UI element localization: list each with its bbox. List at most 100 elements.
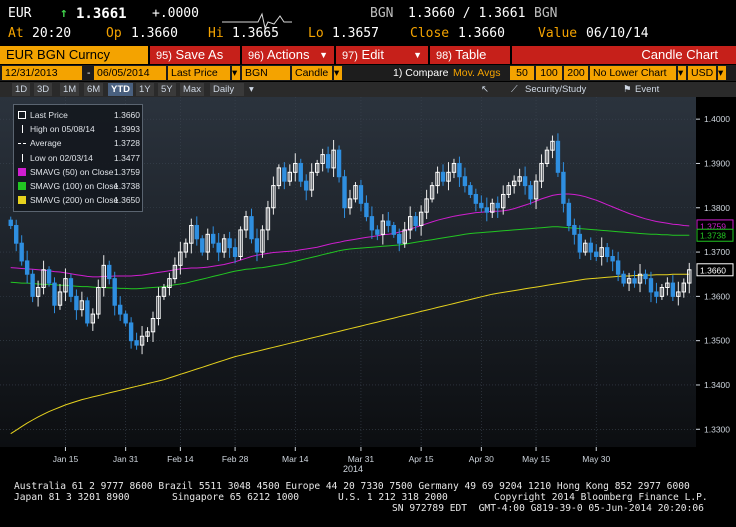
chevron-down-icon[interactable]: ▾ xyxy=(232,66,240,80)
candle-body xyxy=(670,282,676,297)
compare-button[interactable]: 1) Compare xyxy=(393,67,449,79)
legend-value: 1.3993 xyxy=(114,124,140,135)
tab-1y[interactable]: 1Y xyxy=(136,83,154,96)
actions-menu[interactable]: 96) Actions ▼ xyxy=(242,46,334,64)
legend-item[interactable]: SMAVG (50) on Close 1.3759 xyxy=(18,166,140,178)
candle-body xyxy=(462,176,468,187)
close-label: Close xyxy=(410,26,450,41)
candle-body xyxy=(440,171,446,182)
currency-code: EUR xyxy=(8,6,32,21)
legend-value: 1.3650 xyxy=(114,195,140,206)
candle-body xyxy=(550,140,555,151)
legend-item[interactable]: SMAVG (200) on Close 1.3650 xyxy=(18,194,140,206)
ma-100-field[interactable]: 100 xyxy=(536,66,562,80)
end-date-field[interactable]: 06/05/2014 xyxy=(94,66,166,80)
candle-body xyxy=(134,340,139,346)
candle-body xyxy=(46,269,52,284)
candle-body xyxy=(123,313,128,324)
candle-body xyxy=(665,282,670,289)
legend-swatch-icon xyxy=(18,167,26,176)
candle-body xyxy=(407,216,413,231)
candle-chart[interactable]: 1.4000 1.3900 1.3800 1.3700 1.3600 1.3500 1.34… xyxy=(0,97,736,480)
sma-200-line xyxy=(10,273,690,435)
chart-legend[interactable]: Last Price 1.3660 High on 05/08/14 1.3993 Av… xyxy=(13,104,143,212)
range-tabs: 1D 3D 1M 6M YTD 1Y 5Y Max Daily ▾ ↖ ⟋ Se… xyxy=(0,82,736,97)
chevron-down-icon[interactable]: ▾ xyxy=(678,66,686,80)
candle-body xyxy=(676,291,681,297)
candle-body xyxy=(227,238,232,249)
x-tick-label: Mar 31 xyxy=(348,454,375,464)
candle-body xyxy=(621,273,626,284)
high-label: Hi xyxy=(208,26,224,41)
tab-5y[interactable]: 5Y xyxy=(158,83,176,96)
candle-body xyxy=(216,242,221,253)
ma-50-field[interactable]: 50 xyxy=(510,66,534,80)
sma-100-badge-value: 1.3738 xyxy=(700,231,726,241)
lower-chart-select[interactable]: No Lower Chart xyxy=(590,66,676,80)
save-as-button[interactable]: 95) Save As xyxy=(150,46,240,64)
chart-style-select[interactable]: Candle xyxy=(292,66,332,80)
back-arrow-icon[interactable]: ↖ xyxy=(481,84,489,95)
tab-ytd[interactable]: YTD xyxy=(108,83,133,96)
legend-label: Low on 02/03/14 xyxy=(30,152,93,163)
candle-body xyxy=(347,198,353,209)
legend-item[interactable]: Low on 02/03/14 1.3477 xyxy=(18,152,140,164)
tab-3d[interactable]: 3D xyxy=(34,83,53,96)
candle-body xyxy=(544,149,550,164)
y-tick-label: 1.3900 xyxy=(704,158,730,168)
candle-body xyxy=(648,278,654,293)
sma-50-line xyxy=(10,193,690,278)
candle-body xyxy=(63,278,68,293)
candle-body xyxy=(353,185,358,200)
candle-body xyxy=(457,162,462,178)
legend-label: SMAVG (50) on Close xyxy=(30,166,114,177)
x-tick-label: Jan 31 xyxy=(113,454,139,464)
candle-body xyxy=(112,278,117,306)
currency-select[interactable]: USD xyxy=(688,66,716,80)
chevron-down-icon[interactable]: ▾ xyxy=(249,84,254,95)
start-date-field[interactable]: 12/31/2013 xyxy=(2,66,82,80)
actions-label: Actions xyxy=(266,47,310,62)
ma-200-field[interactable]: 200 xyxy=(564,66,588,80)
currency-quote-field[interactable]: BGN xyxy=(242,66,290,80)
chevron-down-icon[interactable]: ▾ xyxy=(718,66,726,80)
chevron-down-icon: ▼ xyxy=(413,50,422,60)
tab-1m[interactable]: 1M xyxy=(60,83,80,96)
candle-body xyxy=(484,207,489,213)
candle-body xyxy=(156,295,161,320)
line-study-icon[interactable]: ⟋ xyxy=(511,84,518,95)
table-button[interactable]: 98) Table xyxy=(430,46,510,64)
chevron-down-icon: ▼ xyxy=(319,50,328,60)
candle-body xyxy=(572,224,577,235)
edit-menu[interactable]: 97) Edit ▼ xyxy=(336,46,428,64)
legend-value: 1.3477 xyxy=(114,152,140,163)
tab-1d[interactable]: 1D xyxy=(12,83,31,96)
security-study-button[interactable]: Security/Study xyxy=(525,84,587,95)
candle-body xyxy=(117,304,123,315)
candle-body xyxy=(577,233,583,253)
open-label: Op xyxy=(106,26,122,41)
tab-max[interactable]: Max xyxy=(180,83,204,96)
candle-body xyxy=(139,335,145,346)
legend-item[interactable]: Last Price 1.3660 xyxy=(18,109,140,121)
tab-6m[interactable]: 6M xyxy=(84,83,104,96)
candle-body xyxy=(566,202,572,226)
candle-body xyxy=(555,140,561,173)
x-tick-label: Jan 15 xyxy=(53,454,79,464)
candle-body xyxy=(473,193,479,204)
event-flag-icon[interactable]: ⚑ xyxy=(623,84,632,95)
event-button[interactable]: Event xyxy=(635,84,660,95)
candle-body xyxy=(490,202,495,213)
candle-body xyxy=(19,242,24,262)
legend-item[interactable]: Average 1.3728 xyxy=(18,137,140,149)
legend-item[interactable]: SMAVG (100) on Close 1.3738 xyxy=(18,180,140,192)
period-select[interactable]: Daily xyxy=(210,83,244,96)
security-field[interactable]: EUR BGN Curncy xyxy=(0,46,148,64)
price-field-select[interactable]: Last Price xyxy=(168,66,230,80)
legend-item[interactable]: High on 05/08/14 1.3993 xyxy=(18,123,140,135)
bid-currency: BGN xyxy=(370,6,394,21)
candle-body xyxy=(52,282,57,306)
legend-swatch-icon xyxy=(18,143,26,145)
chevron-down-icon[interactable]: ▾ xyxy=(334,66,342,80)
candle-body xyxy=(451,162,457,173)
